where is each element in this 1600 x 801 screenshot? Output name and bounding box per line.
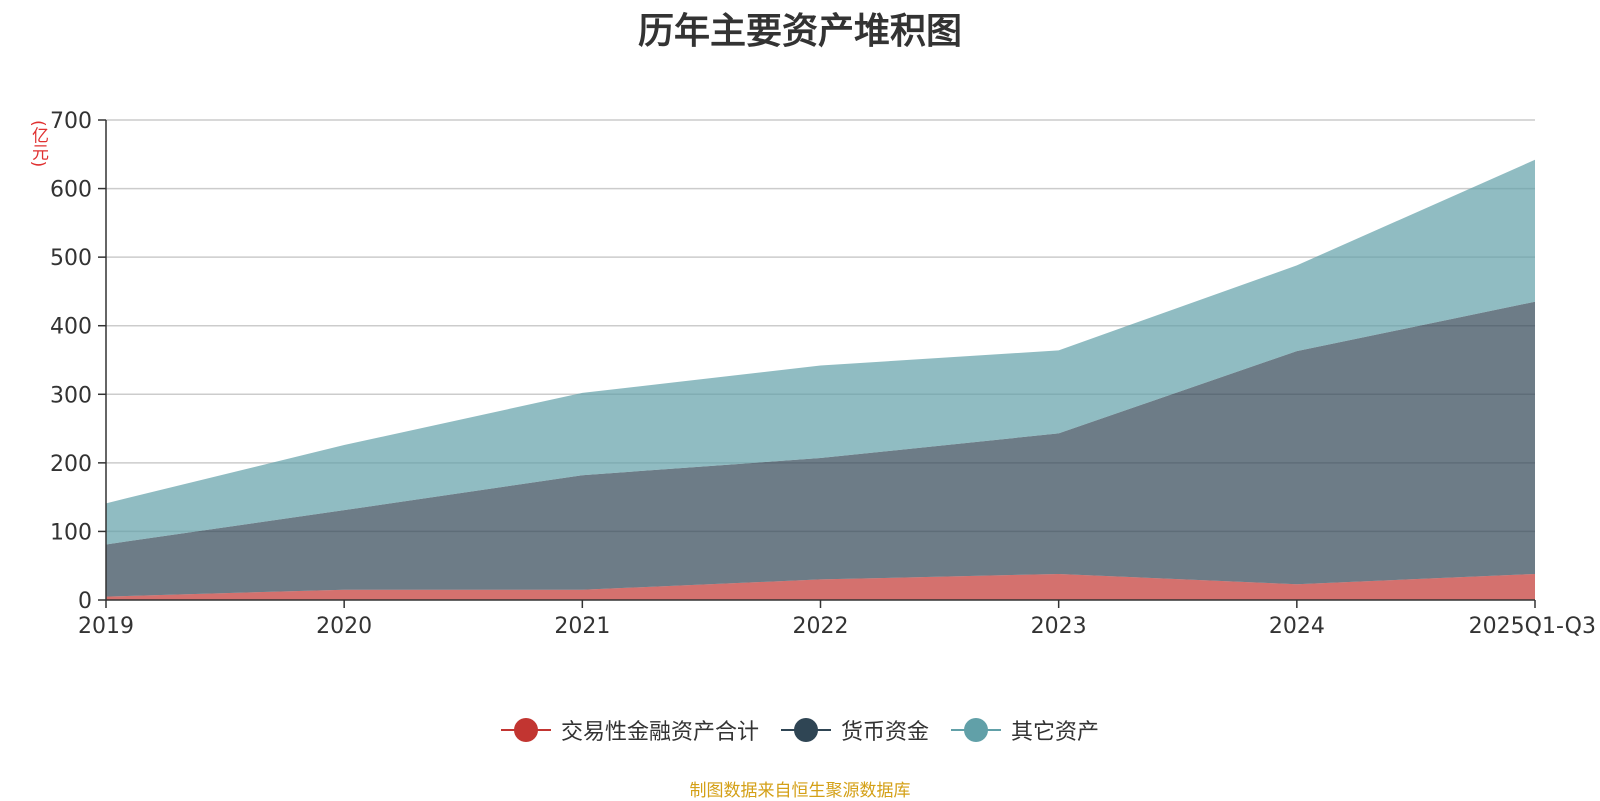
legend-item-2[interactable]: 其它资产 xyxy=(951,714,1099,746)
y-tick-label: 500 xyxy=(50,246,92,271)
legend-swatch xyxy=(500,718,551,742)
y-tick-label: 100 xyxy=(50,520,92,545)
y-tick-label: 200 xyxy=(50,452,92,477)
y-axis-unit: (亿元) xyxy=(28,120,48,168)
y-tick-label: 700 xyxy=(50,109,92,134)
legend: 交易性金融资产合计 货币资金 其它资产 xyxy=(0,714,1600,746)
legend-swatch xyxy=(951,718,1001,742)
y-tick-label: 400 xyxy=(50,315,92,340)
legend-label: 货币资金 xyxy=(840,720,929,745)
area-series-2 xyxy=(106,159,1535,545)
x-tick-label: 2025Q1-Q3 xyxy=(1469,614,1596,639)
x-tick-label: 2019 xyxy=(78,614,134,639)
x-tick-label: 2021 xyxy=(554,614,610,639)
area-series-0 xyxy=(106,573,1535,600)
area-series-1 xyxy=(106,301,1535,597)
legend-item-1[interactable]: 货币资金 xyxy=(780,714,929,746)
x-tick-label: 2022 xyxy=(793,614,849,639)
y-tick-label: 300 xyxy=(50,383,92,408)
legend-item-0[interactable]: 交易性金融资产合计 xyxy=(500,714,759,746)
x-tick-label: 2024 xyxy=(1269,614,1325,639)
x-tick-label: 2023 xyxy=(1031,614,1087,639)
y-tick-label: 0 xyxy=(78,589,92,614)
legend-label: 交易性金融资产合计 xyxy=(560,720,759,745)
y-tick-label: 600 xyxy=(50,178,92,203)
legend-swatch xyxy=(780,718,831,742)
chart-title: 历年主要资产堆积图 xyxy=(637,11,962,52)
x-tick-label: 2020 xyxy=(316,614,372,639)
source-note: 制图数据来自恒生聚源数据库 xyxy=(689,781,911,801)
legend-label: 其它资产 xyxy=(1011,720,1100,745)
